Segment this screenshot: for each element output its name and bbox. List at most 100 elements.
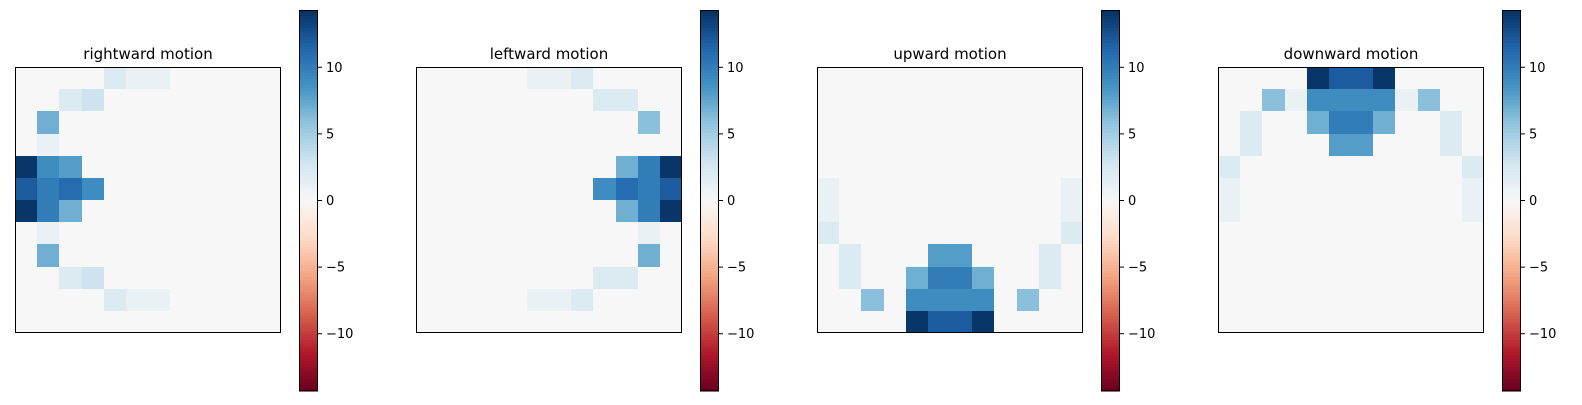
heatmap-cell [1262, 67, 1285, 89]
colorbar-band [299, 334, 318, 338]
heatmap-cell [1240, 134, 1262, 156]
heatmap-cell [928, 311, 950, 333]
heatmap-cell [972, 244, 994, 267]
heatmap-cell [884, 311, 906, 333]
colorbar-band [299, 232, 318, 236]
heatmap-cell [82, 111, 104, 134]
heatmap-cell [1285, 134, 1307, 156]
colorbar-band [1101, 106, 1120, 110]
heatmap-cell [906, 111, 928, 134]
heatmap-cell [37, 222, 59, 244]
heatmap-cell [237, 222, 259, 244]
colorbar-band [1502, 220, 1521, 224]
heatmap-cell [104, 134, 126, 156]
colorbar-band [700, 226, 719, 230]
heatmap-cell [148, 311, 170, 333]
heatmap-cell [104, 222, 126, 244]
colorbar-band [299, 256, 318, 260]
colorbar-tick-label: −5 [727, 261, 746, 276]
heatmap-cell [483, 311, 505, 333]
heatmap-cell [593, 67, 616, 89]
heatmap-cell [906, 178, 928, 200]
heatmap-cell [1418, 178, 1440, 200]
heatmap-cell [994, 89, 1017, 111]
heatmap-cell [1462, 67, 1484, 89]
heatmap-cell [192, 156, 215, 178]
colorbar-band [1502, 127, 1521, 131]
colorbar-band [1502, 274, 1521, 278]
heatmap-cell [817, 222, 839, 244]
heatmap-cell [1395, 67, 1418, 89]
heatmap-cell [571, 267, 593, 289]
heatmap-cell [1373, 111, 1395, 134]
colorbar-band [700, 28, 719, 32]
heatmap-cell [571, 311, 593, 333]
heatmap-cell [549, 267, 571, 289]
heatmap-cell [215, 156, 237, 178]
heatmap-cell [1039, 178, 1061, 200]
colorbar-band [1502, 82, 1521, 86]
colorbar-band [700, 220, 719, 224]
colorbar-band [700, 382, 719, 386]
colorbar-band [299, 148, 318, 152]
heatmap-cell [1395, 222, 1418, 244]
heatmap-cell [906, 311, 928, 333]
colorbar-band [1502, 142, 1521, 146]
heatmap-cell [148, 156, 170, 178]
heatmap-cell [906, 156, 928, 178]
colorbar-band [700, 364, 719, 368]
heatmap-cell [884, 244, 906, 267]
heatmap-cell [994, 311, 1017, 333]
colorbar-band [1101, 181, 1120, 185]
colorbar-band [1502, 10, 1521, 14]
colorbar-band [299, 190, 318, 194]
colorbar-band [299, 346, 318, 350]
colorbar: −10 −5 0 5 10 [1101, 10, 1155, 392]
heatmap-cell [950, 89, 972, 111]
colorbar-band [1101, 295, 1120, 299]
heatmap-cell [593, 311, 616, 333]
heatmap-cell [884, 178, 906, 200]
colorbar-band [700, 346, 719, 350]
colorbar-band [700, 298, 719, 302]
heatmap-cell [839, 200, 861, 222]
heatmap-cell [148, 267, 170, 289]
heatmap-cell [192, 67, 215, 89]
heatmap-cell [192, 267, 215, 289]
heatmap-cell [170, 222, 192, 244]
heatmap-cell [660, 156, 682, 178]
heatmap-cell [616, 67, 638, 89]
heatmap-cell [104, 311, 126, 333]
heatmap-cell [616, 267, 638, 289]
heatmap-cell [237, 67, 259, 89]
heatmap-cell [1373, 156, 1395, 178]
heatmap-cell [104, 289, 126, 311]
heatmap-cell [1440, 200, 1462, 222]
heatmap-cell [1462, 111, 1484, 134]
colorbar-band [299, 73, 318, 77]
colorbar-tick-label: 10 [727, 61, 744, 76]
heatmap-cell [839, 289, 861, 311]
colorbar-band [1502, 343, 1521, 347]
colorbar-band [700, 208, 719, 212]
heatmap-cell [1017, 200, 1039, 222]
colorbar-band [1502, 19, 1521, 23]
colorbar-band [299, 142, 318, 146]
heatmap-cell [1061, 156, 1083, 178]
heatmap-cell [505, 289, 527, 311]
colorbar-band [700, 82, 719, 86]
heatmap-cell [994, 156, 1017, 178]
heatmap-cell [416, 156, 438, 178]
heatmap-cell [192, 222, 215, 244]
heatmap-cell [549, 200, 571, 222]
heatmap-cell [950, 289, 972, 311]
heatmap-cell [170, 89, 192, 111]
colorbar-band [1101, 88, 1120, 92]
heatmap-cell [1218, 156, 1240, 178]
heatmap-cell [994, 134, 1017, 156]
colorbar-band [299, 277, 318, 281]
heatmap-cell [505, 200, 527, 222]
colorbar-band [1101, 322, 1120, 326]
heatmap-cell [1373, 67, 1395, 89]
colorbar-band [299, 373, 318, 377]
